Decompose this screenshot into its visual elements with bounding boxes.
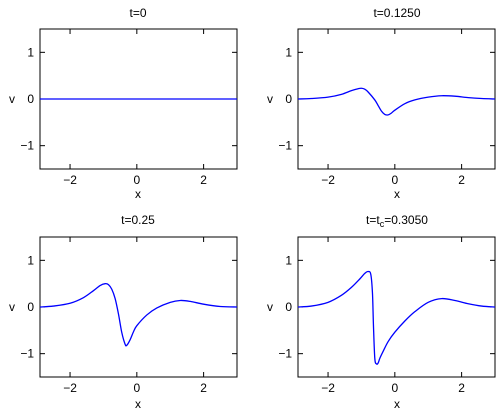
series-line (39, 282, 238, 347)
y-axis-label: v (267, 92, 273, 106)
x-tick-label: 0 (391, 173, 398, 187)
y-tick-label: 0 (285, 92, 292, 106)
x-axis-label: x (135, 397, 141, 411)
x-tick-label: −2 (63, 381, 77, 395)
x-tick-label: 0 (133, 173, 140, 187)
y-tick-label: 0 (27, 300, 34, 314)
y-tick-label: 1 (285, 45, 292, 59)
x-tick-label: −2 (321, 381, 335, 395)
x-axis-label: x (135, 187, 141, 201)
x-tick-label: 2 (200, 173, 207, 187)
x-ticks: −2 0 2 (321, 29, 465, 187)
panel-t025: t=0.25 −2 0 2 −1 0 1 x v (9, 213, 238, 411)
x-ticks: −2 0 2 (321, 237, 465, 395)
series-line (297, 87, 496, 116)
panel-title: t=0.25 (121, 213, 155, 227)
y-tick-label: −1 (278, 347, 292, 361)
y-tick-label: 0 (27, 92, 34, 106)
series-line (297, 270, 496, 365)
panel-title: t=tc=0.3050 (366, 213, 428, 229)
axes-box (39, 236, 238, 378)
y-axis-label: v (9, 92, 15, 106)
x-tick-label: −2 (321, 173, 335, 187)
y-tick-label: 1 (27, 253, 34, 267)
x-axis-label: x (394, 397, 400, 411)
x-tick-label: 2 (200, 381, 207, 395)
y-tick-label: −1 (20, 347, 34, 361)
axes-box (297, 28, 496, 170)
x-tick-label: 0 (391, 381, 398, 395)
y-axis-label: v (9, 300, 15, 314)
panel-t0125: t=0.1250 −2 0 2 −1 0 1 x v (267, 6, 496, 201)
y-tick-label: 0 (285, 300, 292, 314)
y-axis-label: v (267, 300, 273, 314)
panel-title: t=0.1250 (373, 6, 420, 20)
axes-box (297, 236, 496, 378)
x-tick-label: −2 (63, 173, 77, 187)
panel-title: t=0 (129, 6, 146, 20)
y-tick-label: 1 (27, 45, 34, 59)
y-ticks: −1 0 1 (278, 45, 495, 153)
x-ticks: −2 0 2 (63, 237, 207, 395)
y-tick-label: −1 (20, 139, 34, 153)
x-tick-label: 0 (133, 381, 140, 395)
panel-t0: t=0 −2 0 2 −1 0 1 x v (9, 6, 238, 201)
panel-tc: t=tc=0.3050 −2 0 2 −1 0 1 x v (267, 213, 496, 411)
x-tick-label: 2 (458, 381, 465, 395)
y-tick-label: 1 (285, 253, 292, 267)
x-tick-label: 2 (458, 173, 465, 187)
y-tick-label: −1 (278, 139, 292, 153)
x-axis-label: x (394, 187, 400, 201)
x-ticks: −2 0 2 (63, 29, 207, 187)
